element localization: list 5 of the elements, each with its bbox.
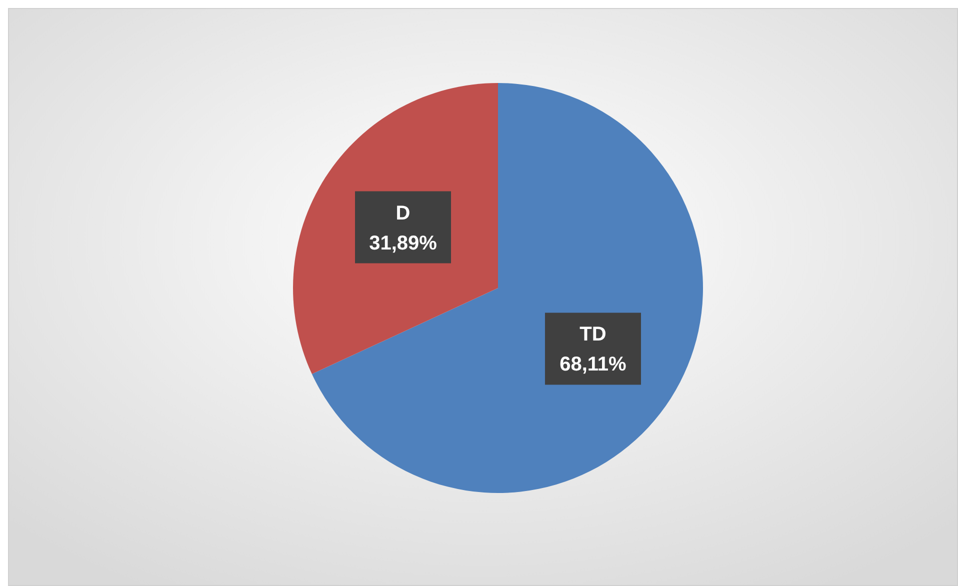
pie-slice <box>312 83 703 493</box>
data-label: 68,11% <box>560 354 627 376</box>
slice-label: D <box>396 202 410 224</box>
slice-label: TD <box>580 324 606 346</box>
data-label: 31,89% <box>369 232 438 254</box>
